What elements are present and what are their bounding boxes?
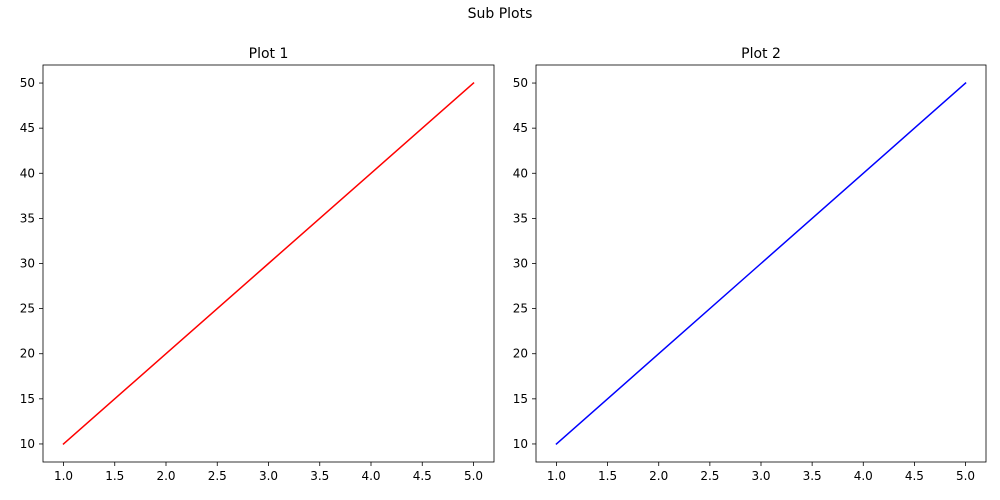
x-tick-label: 2.5: [208, 469, 227, 483]
y-tick-label: 45: [20, 121, 35, 135]
series-line-1: [555, 81, 967, 446]
x-tick-label: 2.5: [700, 469, 719, 483]
subplot-1: Plot 1 1.0 1.5 2.0 2.5 3.0 3.5 4.0 4.5 5.0 10 15 20 2…: [20, 46, 495, 483]
y-tick-label: 30: [20, 257, 35, 271]
y-tick-label: 45: [513, 121, 528, 135]
y-tick-label: 20: [20, 347, 35, 361]
series-line-1: [62, 81, 475, 446]
y-tick-label: 10: [513, 437, 528, 451]
y-tick-label: 40: [513, 166, 528, 180]
x-tick-label: 3.5: [803, 469, 822, 483]
x-tick-label: 1.5: [105, 469, 124, 483]
x-tick-label: 3.0: [259, 469, 278, 483]
y-tick-label: 15: [20, 392, 35, 406]
x-tick-label: 5.0: [464, 469, 483, 483]
y-tick-label: 25: [20, 302, 35, 316]
x-tick-label: 4.0: [854, 469, 873, 483]
y-tick-label: 50: [20, 76, 35, 90]
x-tick-label: 2.0: [649, 469, 668, 483]
x-tick-label: 3.0: [751, 469, 770, 483]
x-tick-label: 1.5: [598, 469, 617, 483]
x-tick-label: 2.0: [156, 469, 175, 483]
y-tick-label: 30: [513, 257, 528, 271]
y-tick-label: 50: [513, 76, 528, 90]
x-tick-label: 5.0: [956, 469, 975, 483]
y-tick-label: 15: [513, 392, 528, 406]
x-tick-label: 1.0: [54, 469, 73, 483]
x-tick-label: 4.5: [413, 469, 432, 483]
x-tick-label: 3.5: [310, 469, 329, 483]
plot-title: Plot 2: [741, 46, 781, 62]
plot-title: Plot 1: [249, 46, 289, 62]
y-tick-label: 35: [513, 211, 528, 225]
x-tick-label: 1.0: [547, 469, 566, 483]
y-tick-label: 10: [20, 437, 35, 451]
figure-suptitle: Sub Plots: [467, 6, 533, 22]
y-tick-label: 20: [513, 347, 528, 361]
y-tick-label: 25: [513, 302, 528, 316]
x-tick-label: 4.0: [361, 469, 380, 483]
x-tick-label: 4.5: [905, 469, 924, 483]
y-tick-label: 40: [20, 166, 35, 180]
y-tick-label: 35: [20, 211, 35, 225]
subplot-2: Plot 2 1.0 1.5 2.0 2.5 3.0 3.5 4.0 4.5 5.0 10 15 20 2…: [513, 46, 987, 483]
